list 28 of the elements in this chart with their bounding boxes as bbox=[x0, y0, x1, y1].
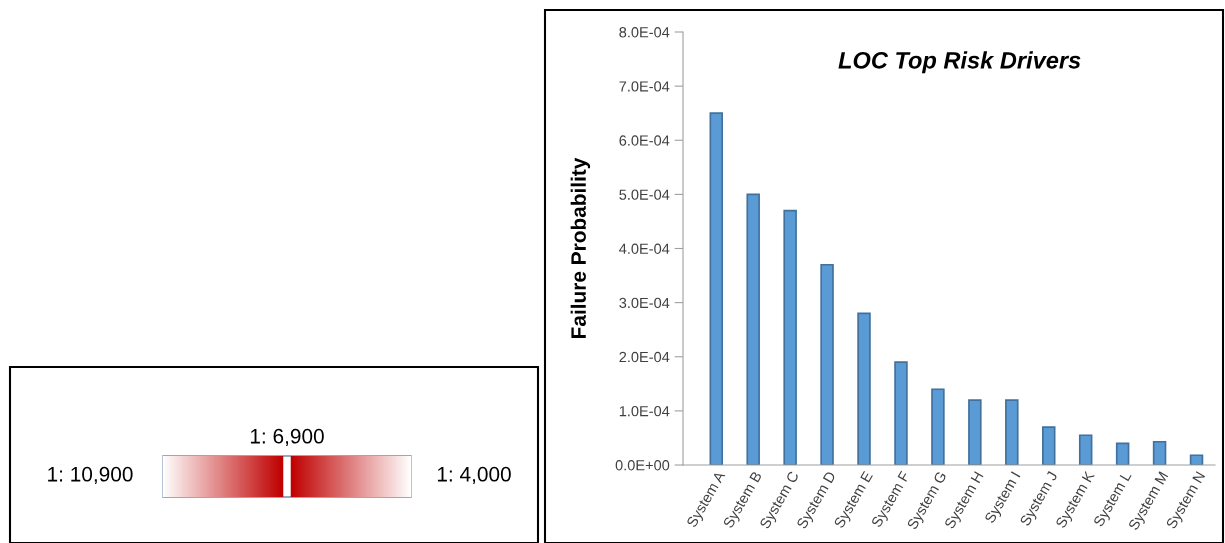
y-tick-label: 1.0E-04 bbox=[619, 405, 670, 417]
text: LOC Top Risk Drivers bbox=[838, 51, 1081, 74]
bar bbox=[894, 361, 908, 465]
y-tick-label: 6.0E-04 bbox=[619, 135, 670, 146]
text: 1: 6,900 bbox=[250, 428, 324, 447]
y-tick-label: 0.0E+00 bbox=[615, 460, 670, 471]
y-tick-label: 7.0E-04 bbox=[619, 81, 670, 92]
bar bbox=[746, 193, 760, 465]
y-tick-label: 3.0E-04 bbox=[619, 297, 670, 309]
bar bbox=[709, 112, 723, 465]
bar bbox=[1189, 454, 1204, 465]
bar bbox=[1115, 442, 1130, 465]
bar bbox=[1152, 440, 1167, 465]
bar bbox=[1078, 434, 1093, 465]
y-tick-label: 4.0E-04 bbox=[619, 243, 670, 254]
y-tick-label: 8.0E-04 bbox=[619, 27, 670, 38]
text: 1: 10,900 bbox=[48, 466, 133, 485]
text: 1: 4,000 bbox=[437, 466, 511, 485]
y-tick-label: 5.0E-04 bbox=[619, 189, 670, 200]
bar bbox=[820, 263, 834, 465]
y-axis-title: Failure Probability bbox=[570, 157, 591, 338]
bar bbox=[1005, 399, 1019, 465]
bar bbox=[931, 388, 945, 465]
bar bbox=[783, 209, 797, 465]
bar bbox=[857, 312, 871, 465]
y-tick-label: 2.0E-04 bbox=[619, 351, 670, 363]
bar bbox=[1042, 426, 1056, 465]
bar bbox=[968, 399, 982, 465]
